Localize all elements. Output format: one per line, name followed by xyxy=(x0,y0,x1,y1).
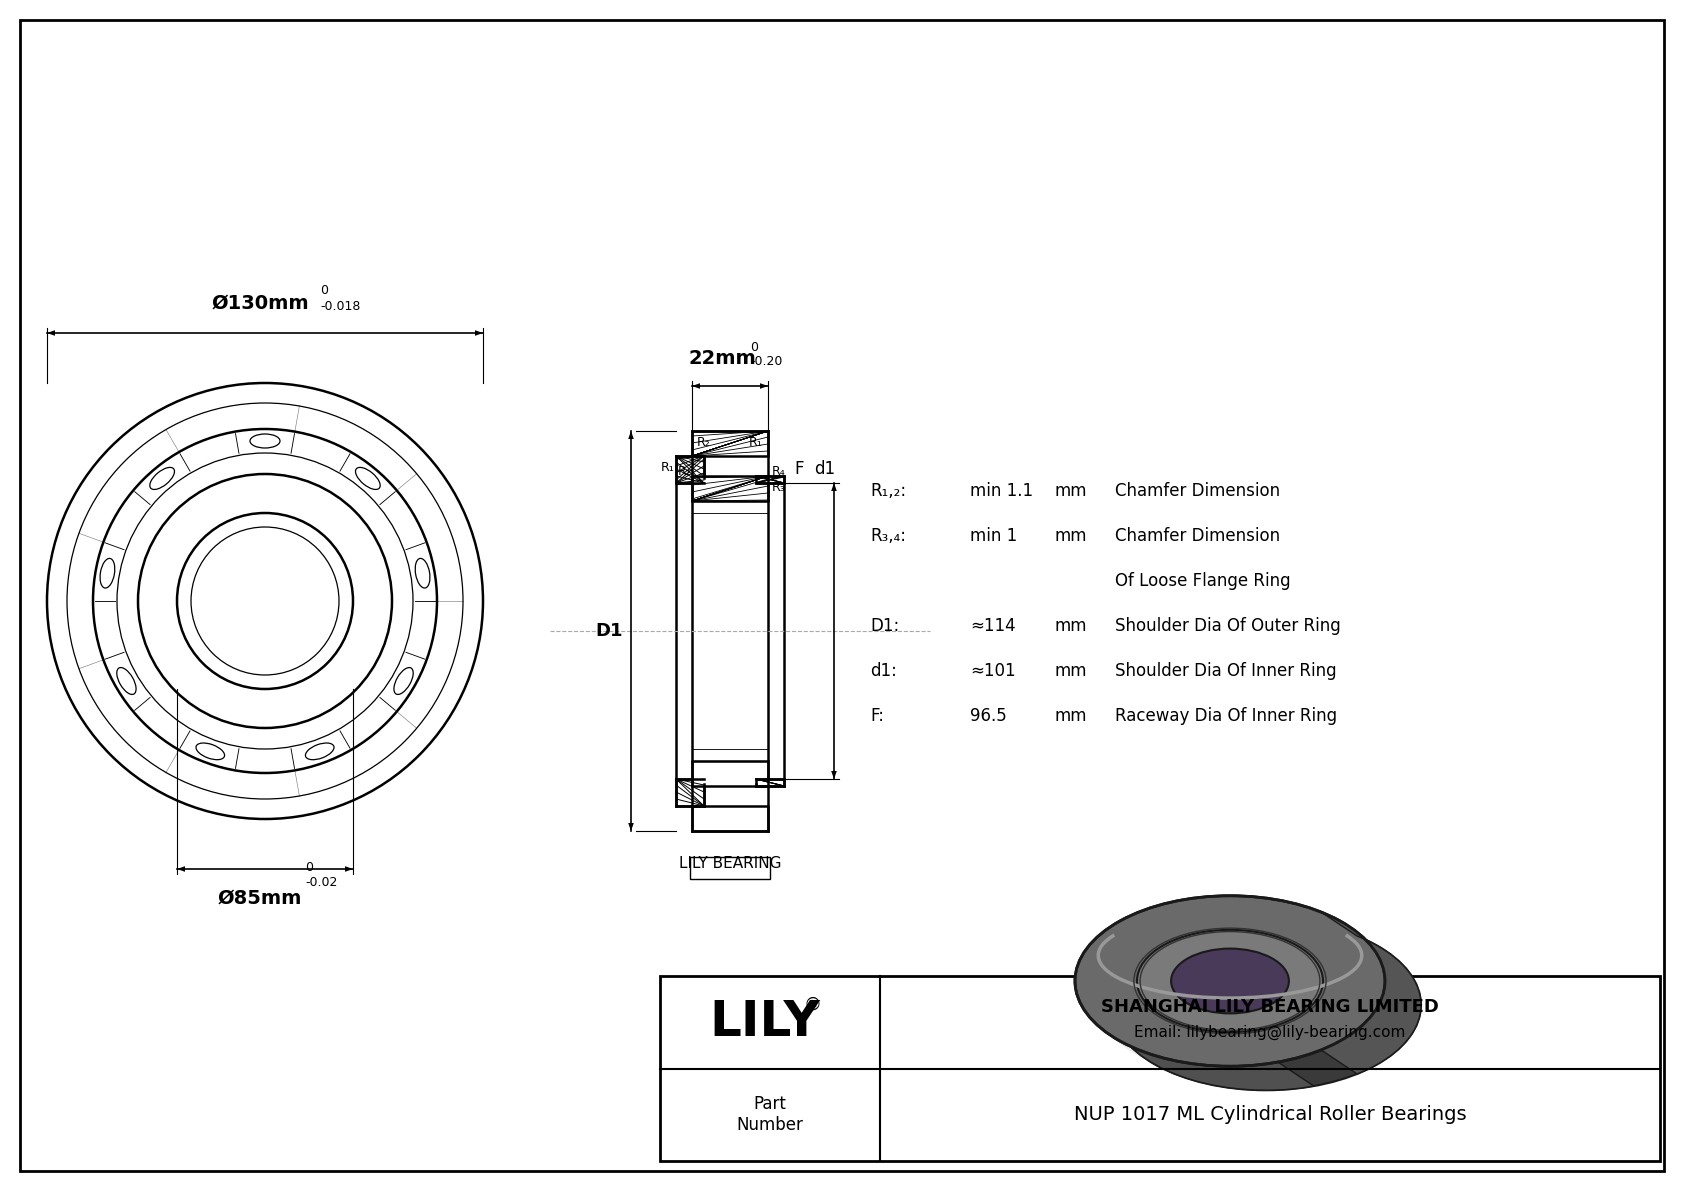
Text: Email: lilybearing@lily-bearing.com: Email: lilybearing@lily-bearing.com xyxy=(1135,1024,1406,1040)
Polygon shape xyxy=(692,761,768,786)
Text: Shoulder Dia Of Inner Ring: Shoulder Dia Of Inner Ring xyxy=(1115,662,1337,680)
Text: Ø85mm: Ø85mm xyxy=(217,888,301,908)
Text: R₃,₄:: R₃,₄: xyxy=(871,526,906,545)
Text: ≈114: ≈114 xyxy=(970,617,1015,635)
Polygon shape xyxy=(692,431,768,456)
Text: Shoulder Dia Of Outer Ring: Shoulder Dia Of Outer Ring xyxy=(1115,617,1340,635)
Text: -0.018: -0.018 xyxy=(320,300,360,313)
Text: Of Loose Flange Ring: Of Loose Flange Ring xyxy=(1115,572,1290,590)
Polygon shape xyxy=(759,384,768,388)
Ellipse shape xyxy=(1091,908,1386,1078)
Text: Ø130mm: Ø130mm xyxy=(210,294,308,313)
Text: R₃: R₃ xyxy=(771,481,786,494)
Polygon shape xyxy=(345,866,354,872)
Text: ®: ® xyxy=(803,996,822,1014)
Text: ≈101: ≈101 xyxy=(970,662,1015,680)
Text: Chamfer Dimension: Chamfer Dimension xyxy=(1115,526,1280,545)
Ellipse shape xyxy=(1111,919,1421,1090)
Text: R₁: R₁ xyxy=(749,436,763,449)
Text: mm: mm xyxy=(1054,482,1088,500)
Text: F:: F: xyxy=(871,707,884,725)
Polygon shape xyxy=(628,823,633,831)
Ellipse shape xyxy=(1074,896,1384,1066)
Text: d1: d1 xyxy=(813,460,835,478)
Text: R₁: R₁ xyxy=(660,461,674,474)
Text: R₂: R₂ xyxy=(679,464,692,478)
Text: d1:: d1: xyxy=(871,662,898,680)
Text: LILY: LILY xyxy=(709,998,820,1046)
Polygon shape xyxy=(177,866,185,872)
Text: D1:: D1: xyxy=(871,617,899,635)
Polygon shape xyxy=(692,384,701,388)
Text: R₂: R₂ xyxy=(697,436,711,449)
Text: SHANGHAI LILY BEARING LIMITED: SHANGHAI LILY BEARING LIMITED xyxy=(1101,998,1438,1016)
Polygon shape xyxy=(675,456,704,484)
Text: R₄: R₄ xyxy=(771,464,786,478)
Text: 96.5: 96.5 xyxy=(970,707,1007,725)
Polygon shape xyxy=(675,779,704,806)
Text: R₁,₂:: R₁,₂: xyxy=(871,482,906,500)
Bar xyxy=(690,858,770,879)
Polygon shape xyxy=(756,779,785,786)
Polygon shape xyxy=(47,330,56,336)
Polygon shape xyxy=(1322,912,1421,1074)
Text: mm: mm xyxy=(1054,662,1088,680)
Text: 22mm: 22mm xyxy=(689,349,756,368)
Text: mm: mm xyxy=(1054,526,1088,545)
Polygon shape xyxy=(692,476,768,501)
Text: mm: mm xyxy=(1054,617,1088,635)
Ellipse shape xyxy=(1170,948,1288,1014)
Text: 0: 0 xyxy=(749,341,758,354)
Polygon shape xyxy=(475,330,483,336)
Polygon shape xyxy=(692,806,768,831)
Text: -0.02: -0.02 xyxy=(305,877,337,888)
Polygon shape xyxy=(1074,896,1314,1090)
Polygon shape xyxy=(832,484,837,491)
Text: min 1: min 1 xyxy=(970,526,1017,545)
Text: D1: D1 xyxy=(594,622,623,640)
Text: LILY BEARING: LILY BEARING xyxy=(679,856,781,871)
Text: NUP 1017 ML Cylindrical Roller Bearings: NUP 1017 ML Cylindrical Roller Bearings xyxy=(1074,1105,1467,1124)
Text: F: F xyxy=(793,460,803,478)
Bar xyxy=(660,975,1660,1161)
Text: 0: 0 xyxy=(320,283,328,297)
Text: 0: 0 xyxy=(305,861,313,874)
Polygon shape xyxy=(832,771,837,779)
Text: Chamfer Dimension: Chamfer Dimension xyxy=(1115,482,1280,500)
Polygon shape xyxy=(628,431,633,439)
Text: -0.20: -0.20 xyxy=(749,355,783,368)
Text: mm: mm xyxy=(1054,707,1088,725)
Ellipse shape xyxy=(1137,930,1324,1033)
Polygon shape xyxy=(756,476,785,484)
Text: min 1.1: min 1.1 xyxy=(970,482,1032,500)
Text: Raceway Dia Of Inner Ring: Raceway Dia Of Inner Ring xyxy=(1115,707,1337,725)
Text: Part
Number: Part Number xyxy=(736,1096,803,1134)
